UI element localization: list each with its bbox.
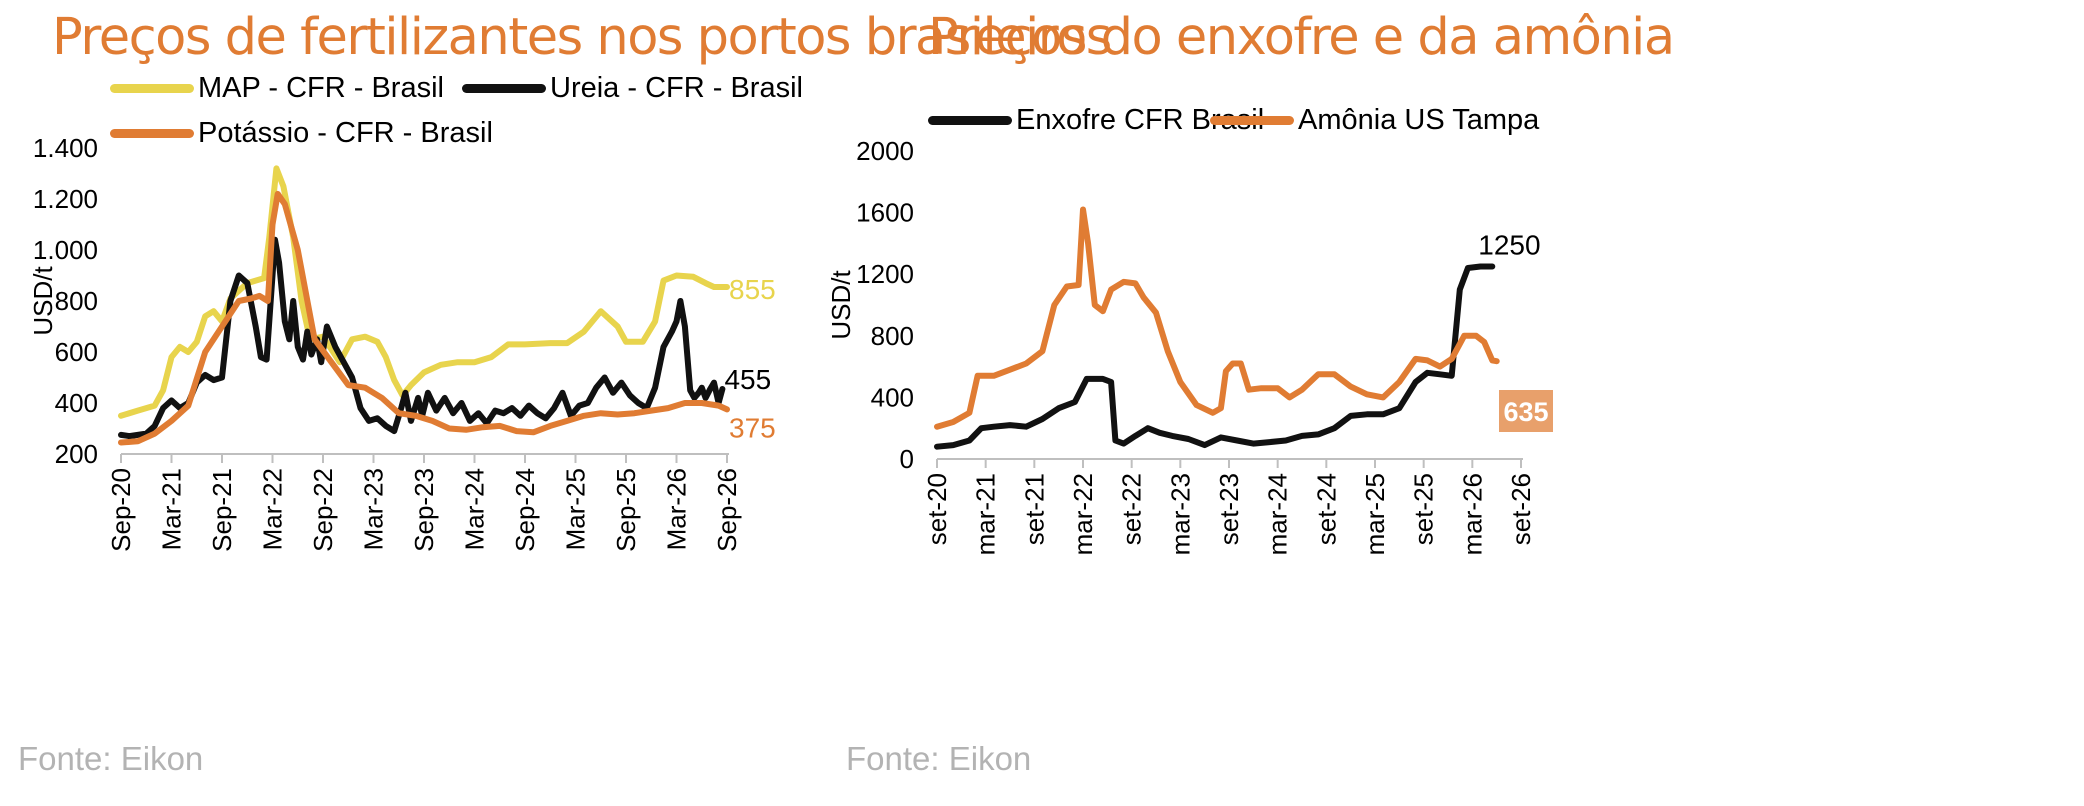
right-y-tick-label: 1600 [856, 198, 914, 228]
legend-swatch-ureia [462, 84, 546, 93]
right-x-tick-label: set-25 [1409, 473, 1439, 545]
left-chart-panel: Preços de fertilizantes nos portos brasi… [0, 0, 1112, 806]
left-x-tick-label: Sep-24 [510, 468, 540, 552]
left-x-tick-label: Mar-26 [662, 468, 692, 550]
left-x-tick-label: Mar-21 [157, 468, 187, 550]
right-y-tick-label: 400 [871, 382, 914, 412]
end-label-map-cfr-brasil: 855 [729, 274, 776, 305]
left-x-tick-label: Sep-23 [409, 468, 439, 552]
left-chart-plot: 200 400 600 800 1.000 1.200 1.400 USD/t Sep-20 Ma… [28, 133, 776, 552]
left-y-tick-label: 600 [55, 337, 98, 367]
series-line-map-cfr-brasil [118, 165, 730, 419]
series-line-amonia-us-tampa [934, 206, 1500, 430]
value-badge-label: 635 [1503, 397, 1548, 427]
right-x-tick-label: mar-24 [1263, 473, 1293, 555]
left-x-tick-label: Sep-25 [611, 468, 641, 552]
end-label-ureia-cfr-brasil: 455 [724, 364, 771, 395]
legend-swatch-enxofre [928, 116, 1012, 125]
left-y-tick-label: 800 [55, 286, 98, 316]
series-line-enxofre-cfr-brasil [934, 263, 1496, 450]
right-chart-source: Fonte: Eikon [846, 740, 1032, 777]
legend-label-map: MAP - CFR - Brasil [198, 72, 444, 104]
right-x-tick-label: mar-22 [1068, 473, 1098, 555]
right-y-tick-label: 800 [871, 321, 914, 351]
legend-item-ureia: Ureia - CFR - Brasil [462, 72, 803, 105]
left-x-tick-label: Mar-25 [561, 468, 591, 550]
left-x-tick-label: Mar-24 [460, 468, 490, 550]
left-chart-source: Fonte: Eikon [18, 740, 204, 777]
right-x-tick-label: mar-23 [1165, 473, 1195, 555]
right-x-tick-label: set-20 [922, 473, 952, 545]
right-x-tick-label: set-22 [1117, 473, 1147, 545]
legend-label-potassio: Potássio - CFR - Brasil [198, 117, 493, 149]
legend-swatch-map [110, 84, 194, 93]
left-y-tick-label: 400 [55, 388, 98, 418]
right-x-tick-label: set-21 [1019, 473, 1049, 545]
right-x-tick-label: set-23 [1214, 473, 1244, 545]
series-line-potassio-cfr-brasil [118, 190, 730, 446]
left-x-tick-label: Sep-22 [308, 468, 338, 552]
end-label-potassio-cfr-brasil: 375 [729, 412, 776, 443]
right-x-tick-label: mar-21 [971, 473, 1001, 555]
right-y-tick-label: 0 [900, 444, 914, 474]
left-y-axis-title: USD/t [28, 266, 58, 336]
legend-item-amonia: Amônia US Tampa [1210, 104, 1539, 137]
left-y-tick-label: 1.000 [33, 235, 98, 265]
legend-swatch-potassio [110, 129, 194, 138]
left-y-tick-label: 1.400 [33, 133, 98, 163]
left-y-tick-label: 1.200 [33, 184, 98, 214]
right-y-tick-label: 1200 [856, 259, 914, 289]
right-x-tick-label: mar-26 [1457, 473, 1487, 555]
series-line-ureia-cfr-brasil [118, 236, 726, 440]
right-y-tick-label: 2000 [856, 136, 914, 166]
left-x-tick-label: Mar-23 [359, 468, 389, 550]
right-x-tick-label: set-24 [1311, 473, 1341, 545]
legend-item-map: MAP - CFR - Brasil [110, 72, 444, 105]
legend-swatch-amonia [1210, 116, 1294, 125]
left-x-tick-label: Sep-21 [207, 468, 237, 552]
left-chart-title: Preços de fertilizantes nos portos brasi… [52, 8, 1112, 67]
left-x-tick-label: Mar-22 [258, 468, 288, 550]
value-badge [1499, 390, 1553, 432]
right-x-tick-label: mar-25 [1360, 473, 1390, 555]
legend-label-ureia: Ureia - CFR - Brasil [550, 72, 803, 104]
legend-label-amonia: Amônia US Tampa [1298, 104, 1540, 136]
right-chart-title: Preços do enxofre e da amônia [928, 8, 1675, 67]
left-y-tick-label: 200 [55, 439, 98, 469]
left-x-tick-label: Sep-20 [106, 468, 136, 552]
legend-item-potassio: Potássio - CFR - Brasil [110, 117, 493, 150]
right-x-tick-label: set-26 [1506, 473, 1536, 545]
right-y-axis-title: USD/t [826, 270, 856, 340]
end-label-enxofre-cfr-brasil: 1250 [1478, 230, 1540, 261]
left-x-tick-label: Sep-26 [712, 468, 742, 552]
